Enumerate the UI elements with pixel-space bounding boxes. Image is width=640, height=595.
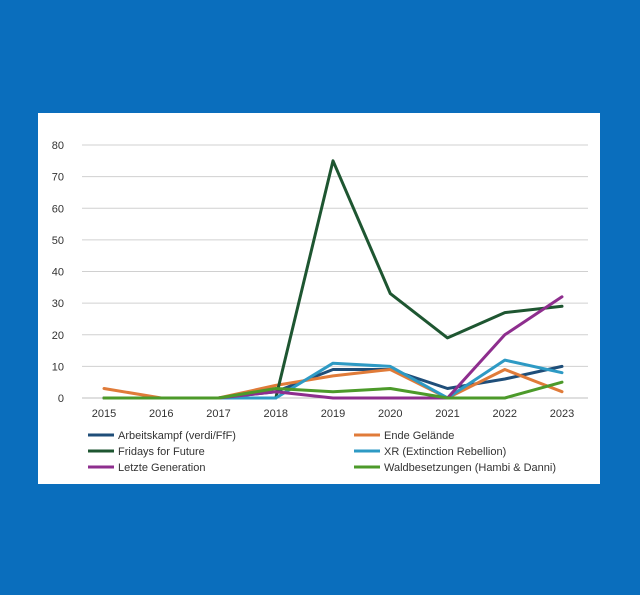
legend-label: Fridays for Future [118, 446, 205, 458]
x-tick-label: 2021 [435, 408, 459, 420]
legend-label: Letzte Generation [118, 462, 205, 474]
y-tick-label: 0 [58, 393, 64, 405]
x-tick-label: 2019 [321, 408, 345, 420]
y-tick-label: 40 [52, 267, 64, 279]
legend-label: Waldbesetzungen (Hambi & Danni) [384, 462, 556, 474]
legend-label: Ende Gelände [384, 430, 454, 442]
x-axis-ticks: 2015 2016 2017 2018 2019 2020 2021 2022 2023 [92, 408, 574, 420]
series-line-1 [102, 364, 564, 400]
x-tick-label: 2015 [92, 408, 116, 420]
legend: Arbeitskampf (verdi/FfF) Ende Gelände Frid… [88, 430, 556, 474]
y-tick-label: 60 [52, 203, 64, 215]
y-tick-label: 70 [52, 172, 64, 184]
x-tick-label: 2023 [550, 408, 574, 420]
legend-label: Arbeitskampf (verdi/FfF) [118, 430, 236, 442]
y-tick-label: 50 [52, 235, 64, 247]
grid-lines [82, 144, 588, 399]
y-tick-label: 30 [52, 298, 64, 310]
chart-card: 0 10 20 30 40 50 60 70 80 2015 2016 2017 2018 2019 20… [38, 113, 600, 484]
y-tick-label: 20 [52, 330, 64, 342]
series-line-2 [102, 368, 564, 400]
x-tick-label: 2016 [149, 408, 173, 420]
x-tick-label: 2022 [493, 408, 517, 420]
x-tick-label: 2017 [206, 408, 230, 420]
y-tick-label: 80 [52, 140, 64, 152]
series-line-6 [102, 380, 564, 400]
x-tick-label: 2018 [264, 408, 288, 420]
x-tick-label: 2020 [378, 408, 402, 420]
series-lines [102, 159, 564, 400]
legend-label: XR (Extinction Rebellion) [384, 446, 506, 458]
y-tick-label: 10 [52, 361, 64, 373]
y-axis-ticks: 0 10 20 30 40 50 60 70 80 [52, 140, 64, 405]
series-line-5 [102, 295, 564, 400]
